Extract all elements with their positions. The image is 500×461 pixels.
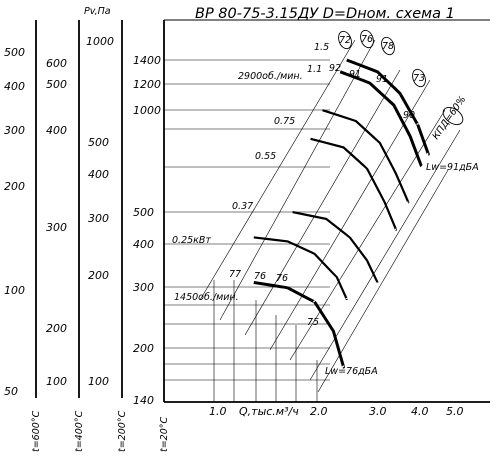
scale-t200-tick: 500 bbox=[88, 136, 109, 149]
y-tick-label: 1400 bbox=[133, 54, 161, 67]
series-line-1-5 bbox=[346, 58, 430, 156]
efficiency-bubble bbox=[412, 68, 426, 88]
plot-frame: t=20°C bbox=[159, 19, 490, 452]
scale-t200-tick: 200 bbox=[88, 269, 109, 282]
scale-t400-tick: 400 bbox=[46, 124, 67, 137]
series-line-1450об-мин- bbox=[253, 281, 346, 369]
efficiency-label: 91 bbox=[376, 74, 388, 85]
y-tick-label: 500 bbox=[133, 206, 154, 219]
pressure-axis-label: Pv,Па bbox=[84, 6, 111, 17]
scale-t200: Pv,Па 1000 500 400 300 200 100 t=200°C bbox=[84, 6, 128, 452]
scale-t400-tick: 100 bbox=[46, 375, 67, 388]
efficiency-label: 76 bbox=[254, 271, 266, 282]
scale-t200-label: t=200°C bbox=[117, 410, 128, 452]
scale-t600-tick: 300 bbox=[4, 124, 25, 137]
y-tick-label: 400 bbox=[133, 238, 154, 251]
efficiency-label: 90 bbox=[403, 110, 415, 121]
noise-label-1450: Lw=76дБА bbox=[325, 366, 378, 377]
y-tick-label: 200 bbox=[133, 342, 154, 355]
speed-label-1450: 1450об./мин. bbox=[174, 292, 239, 303]
x-tick-label: 2.0 bbox=[310, 405, 328, 418]
y-tick-label: 1200 bbox=[133, 78, 161, 91]
series-line-0-55 bbox=[310, 137, 398, 231]
efficiency-label: 73 bbox=[413, 73, 425, 84]
scale-t600-tick: 400 bbox=[4, 80, 25, 93]
scale-t600-tick: 500 bbox=[4, 46, 25, 59]
scale-t400-tick: 500 bbox=[46, 78, 67, 91]
series-line-0-37 bbox=[292, 211, 379, 283]
scale-t400: 600 500 400 300 200 100 t=400°C bbox=[46, 20, 85, 452]
efficiency-label: 75 bbox=[307, 317, 319, 328]
horizontal-grid bbox=[164, 59, 330, 381]
power-label: 1.1 bbox=[307, 64, 322, 75]
slanted-guides bbox=[199, 39, 461, 393]
efficiency-bubble bbox=[338, 30, 352, 50]
efficiency-label: 78 bbox=[382, 41, 394, 52]
chart-title: ВР 80-75-3.15ДУ D=Dном. схема 1 bbox=[195, 6, 455, 22]
efficiency-label: 77 bbox=[229, 269, 241, 280]
scale-t200-tick: 1000 bbox=[86, 35, 114, 48]
efficiency-label: 76 bbox=[276, 273, 288, 284]
scale-t600: 500 400 300 200 100 50 t=600°C bbox=[4, 20, 42, 452]
y-tick-label: 300 bbox=[133, 281, 154, 294]
x-tick-label: 5.0 bbox=[446, 405, 464, 418]
series-line-0-75 bbox=[322, 109, 410, 204]
power-label: 0.37 bbox=[232, 201, 253, 212]
scale-t600-tick: 50 bbox=[4, 385, 18, 398]
efficiency-label: 72 bbox=[339, 35, 351, 46]
scale-t400-tick: 600 bbox=[46, 57, 67, 70]
series-line-1-1 bbox=[339, 70, 423, 168]
efficiency-bubble bbox=[442, 107, 464, 125]
y-tick-label: 140 bbox=[133, 394, 154, 407]
scale-t400-tick: 200 bbox=[46, 322, 67, 335]
scale-t400-label: t=400°C bbox=[74, 410, 85, 452]
scale-t400-tick: 300 bbox=[46, 221, 67, 234]
y-tick-label: 1000 bbox=[133, 104, 161, 117]
scale-t20-label: t=20°C bbox=[159, 416, 170, 452]
scale-t200-tick: 400 bbox=[88, 168, 109, 181]
x-tick-label: 1.0 bbox=[209, 405, 227, 418]
efficiency-bubble bbox=[360, 29, 374, 49]
scale-t200-tick: 300 bbox=[88, 212, 109, 225]
noise-label-2900: Lw=91дБА bbox=[426, 162, 479, 173]
scale-t200-tick: 100 bbox=[88, 375, 109, 388]
scale-t600-tick: 100 bbox=[4, 284, 25, 297]
efficiency-label: 92 bbox=[329, 63, 341, 74]
scale-t600-label: t=600°C bbox=[31, 410, 42, 452]
speed-labels: 2900об./мин. 1450об./мин. Lw=91дБА Lw=76… bbox=[174, 71, 479, 377]
efficiency-bubble bbox=[381, 36, 395, 56]
performance-curves bbox=[253, 58, 430, 369]
vertical-grid bbox=[213, 280, 318, 402]
scale-t600-tick: 200 bbox=[4, 180, 25, 193]
x-tick-label: 3.0 bbox=[369, 405, 387, 418]
power-label: 0.25кВт bbox=[172, 235, 211, 246]
power-label: 1.5 bbox=[314, 42, 329, 53]
speed-label-2900: 2900об./мин. bbox=[238, 71, 303, 82]
y-axis-ticks: 1400 1200 1000 500 400 300 200 140 bbox=[133, 54, 161, 407]
efficiency-label: 91 bbox=[349, 69, 361, 80]
series-line-0-25кВт bbox=[253, 236, 348, 301]
x-axis-ticks: 1.0 2.0 3.0 4.0 5.0 Q,тыс.м³/ч bbox=[209, 405, 464, 418]
power-label: 0.55 bbox=[255, 151, 276, 162]
x-tick-label: 4.0 bbox=[411, 405, 429, 418]
x-axis-label: Q,тыс.м³/ч bbox=[239, 405, 299, 418]
efficiency-label: 76 bbox=[361, 34, 373, 45]
power-label: 0.75 bbox=[274, 116, 295, 127]
power-labels: 1.5 1.1 0.75 0.55 0.37 0.25кВт bbox=[172, 42, 329, 246]
